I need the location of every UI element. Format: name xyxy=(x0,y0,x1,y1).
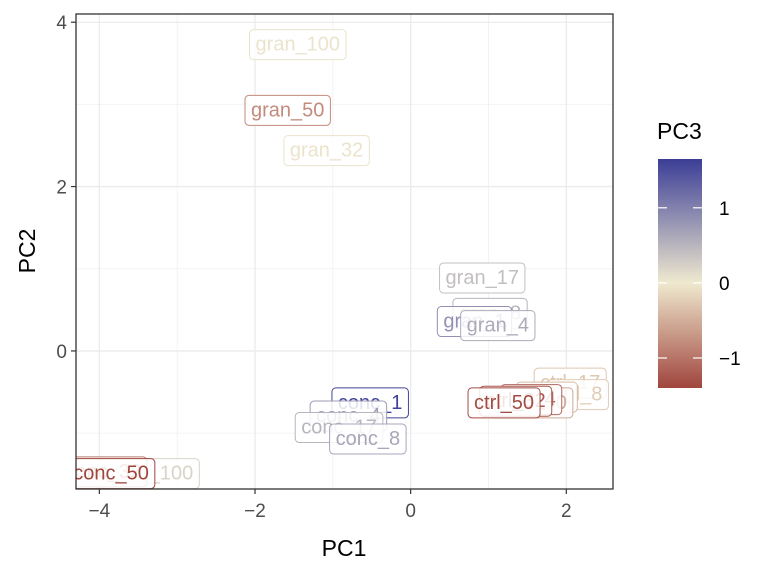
legend-tick-label: 0 xyxy=(719,274,730,295)
color-legend: PC3 −1 0 1 xyxy=(657,118,741,388)
point-label-gran-4: gran_4 xyxy=(460,310,536,342)
x-tick-label: 2 xyxy=(561,501,572,522)
y-tick-label: 2 xyxy=(56,178,67,199)
point-label-gran-32: gran_32 xyxy=(283,135,370,167)
legend-tick-label: −1 xyxy=(719,349,741,370)
label-text: gran_4 xyxy=(467,315,529,337)
label-text: gran_17 xyxy=(446,267,519,289)
point-label-gran-100: gran_100 xyxy=(249,29,347,61)
x-tick-label: −2 xyxy=(244,501,266,522)
point-label-conc-8: conc_8 xyxy=(329,423,407,455)
label-box xyxy=(460,310,536,342)
plot-panel-border xyxy=(75,13,614,490)
label-text: gran_100 xyxy=(256,34,341,56)
x-axis: −4 −2 0 2 xyxy=(89,489,572,522)
x-axis-title: PC1 xyxy=(322,535,367,561)
label-box xyxy=(439,262,526,294)
label-box xyxy=(467,387,541,419)
x-tick-label: 0 xyxy=(405,501,416,522)
label-text: ctrl_50 xyxy=(474,392,534,414)
label-text: gran_32 xyxy=(290,140,363,162)
y-axis-title: PC2 xyxy=(14,229,40,274)
label-box xyxy=(249,29,347,61)
legend-colorbar xyxy=(658,159,702,388)
point-label-conc-50: conc_50 xyxy=(73,458,156,489)
x-tick-label: −4 xyxy=(89,501,111,522)
y-axis: 0 2 4 xyxy=(56,13,76,363)
y-tick-label: 0 xyxy=(56,342,67,363)
label-box xyxy=(329,423,407,455)
label-text: conc_8 xyxy=(336,428,401,450)
y-tick-label: 4 xyxy=(56,13,67,34)
label-box xyxy=(283,135,370,167)
point-labels: gran_100gran_50gran_32gran_17gran_8gran_… xyxy=(73,29,609,489)
legend-tick-label: 1 xyxy=(719,199,730,220)
legend-ticks: −1 0 1 xyxy=(658,199,741,370)
point-label-gran-17: gran_17 xyxy=(439,262,526,294)
label-text: conc_50 xyxy=(73,463,149,485)
label-text: gran_50 xyxy=(251,99,324,121)
point-label-ctrl-50: ctrl_50 xyxy=(467,387,541,419)
point-label-gran-50: gran_50 xyxy=(244,94,331,126)
label-box xyxy=(244,94,331,126)
legend-title: PC3 xyxy=(657,118,702,144)
